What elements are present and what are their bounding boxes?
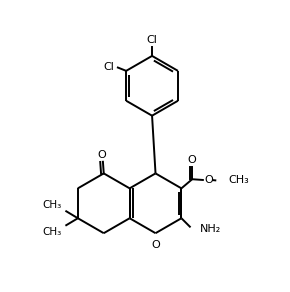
Text: Cl: Cl (103, 62, 114, 72)
Text: CH₃: CH₃ (43, 200, 62, 210)
Text: CH₃: CH₃ (43, 227, 62, 237)
Text: O: O (151, 240, 160, 250)
Text: O: O (98, 150, 106, 160)
Text: CH₃: CH₃ (229, 175, 249, 185)
Text: O: O (205, 175, 214, 185)
Text: O: O (188, 155, 197, 165)
Text: NH₂: NH₂ (200, 225, 221, 234)
Text: Cl: Cl (147, 35, 157, 45)
